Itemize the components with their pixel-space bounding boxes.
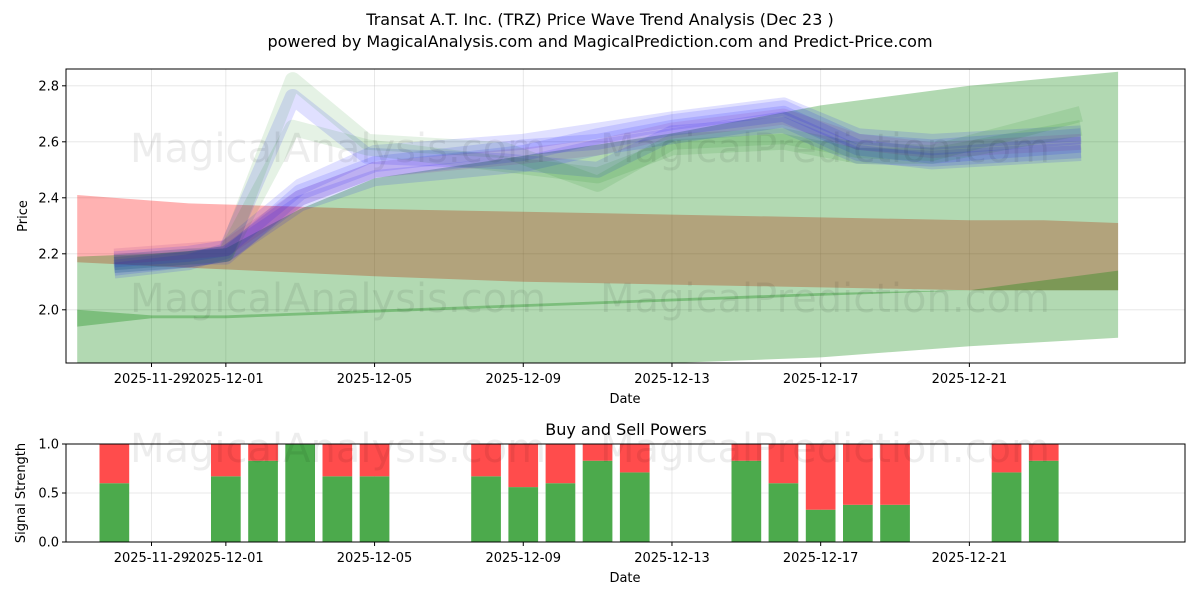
buy-bar — [508, 487, 539, 542]
price-x-tick-label: 2025-12-13 — [634, 372, 710, 387]
price-x-axis-label: Date — [609, 392, 640, 407]
watermark-prediction-top: MagicalPrediction.com — [600, 126, 1050, 172]
sell-bar — [508, 444, 539, 488]
buy-bar — [1028, 460, 1059, 542]
sell-bar — [359, 444, 390, 477]
main-title: Transat A.T. Inc. (TRZ) Price Wave Trend… — [365, 10, 833, 29]
powers-title: Buy and Sell Powers — [545, 420, 707, 439]
watermark-prediction-mid: MagicalPrediction.com — [600, 276, 1050, 322]
buy-bar — [211, 476, 241, 542]
wave-3 — [113, 89, 1082, 279]
price-waves — [113, 72, 1083, 279]
buy-bar — [322, 476, 353, 542]
wave-5 — [113, 111, 1082, 273]
price-y-tick-label: 2.2 — [38, 247, 59, 262]
sell-bar — [731, 444, 762, 461]
powers-x-tick-label: 2025-12-17 — [783, 551, 859, 566]
price-y-ticks: 2.0 2.2 2.4 2.6 2.8 — [38, 79, 66, 318]
buy-sell-powers-chart: MagicalAnalysis.com MagicalPrediction.co… — [14, 426, 1186, 586]
sell-bar — [843, 444, 873, 505]
powers-bars — [99, 444, 1059, 542]
buy-bar — [545, 483, 576, 542]
powers-x-tick-label: 2025-11-29 — [114, 551, 190, 566]
buy-bar — [805, 509, 836, 542]
powers-x-axis-label: Date — [609, 571, 640, 586]
sell-bar — [805, 444, 836, 510]
powers-x-tick-label: 2025-12-01 — [188, 551, 264, 566]
price-x-tick-label: 2025-12-09 — [485, 372, 561, 387]
price-x-tick-label: 2025-12-01 — [188, 372, 264, 387]
buy-bar — [471, 476, 501, 542]
powers-x-tick-label: 2025-12-05 — [337, 551, 413, 566]
powers-watermarks: MagicalAnalysis.com MagicalPrediction.co… — [130, 426, 1050, 472]
wave-8 — [113, 108, 1082, 265]
price-axes-frame — [65, 68, 1186, 364]
buy-bar — [731, 460, 762, 542]
watermark-analysis-mid: MagicalAnalysis.com — [130, 276, 546, 322]
wave-2 — [113, 105, 1082, 271]
buy-bar — [582, 460, 613, 542]
price-x-tick-label: 2025-12-21 — [932, 372, 1008, 387]
powers-x-tick-label: 2025-12-13 — [634, 551, 710, 566]
buy-band-low — [77, 270, 1119, 327]
price-x-tick-label: 2025-12-05 — [337, 372, 413, 387]
sell-bar — [619, 444, 650, 473]
buy-bar — [99, 483, 130, 542]
buy-bar — [843, 504, 873, 542]
price-watermarks: MagicalAnalysis.com MagicalPrediction.co… — [130, 126, 1050, 322]
watermark-analysis-bottom: MagicalAnalysis.com — [130, 426, 546, 472]
wave-4 — [113, 97, 1082, 268]
powers-y-tick-label: 0.0 — [38, 536, 59, 551]
buy-bar — [248, 460, 278, 542]
main-subtitle: powered by MagicalAnalysis.com and Magic… — [267, 32, 932, 51]
sell-bar — [471, 444, 501, 477]
sell-bar — [322, 444, 353, 477]
sell-bar — [1028, 444, 1059, 461]
buy-bar — [768, 483, 799, 542]
powers-y-tick-label: 1.0 — [38, 438, 59, 453]
price-x-tick-label: 2025-11-29 — [114, 372, 190, 387]
price-wave-chart: MagicalAnalysis.com MagicalPrediction.co… — [16, 68, 1186, 407]
sell-bar — [880, 444, 910, 505]
sell-bar — [991, 444, 1022, 473]
powers-y-tick-label: 0.5 — [38, 487, 59, 502]
price-x-tick-label: 2025-12-17 — [783, 372, 859, 387]
sell-bar — [582, 444, 613, 461]
buy-band-wide — [77, 71, 1119, 364]
price-y-tick-label: 2.8 — [38, 79, 59, 94]
powers-y-ticks: 0.0 0.5 1.0 — [38, 438, 66, 551]
wave-6 — [113, 72, 1083, 271]
buy-bar — [619, 472, 650, 542]
price-grid — [66, 69, 1185, 363]
wave-7 — [113, 119, 1083, 273]
powers-x-tick-label: 2025-12-09 — [485, 551, 561, 566]
powers-y-axis-label: Signal Strength — [14, 443, 29, 543]
price-y-tick-label: 2.6 — [38, 135, 59, 150]
sell-bar — [768, 444, 799, 484]
price-y-tick-label: 2.0 — [38, 303, 59, 318]
price-bands — [77, 71, 1119, 364]
sell-bar — [545, 444, 576, 484]
watermark-prediction-bottom: MagicalPrediction.com — [600, 426, 1050, 472]
buy-bar — [991, 472, 1022, 542]
buy-bar — [285, 444, 315, 542]
sell-band — [77, 195, 1119, 291]
buy-bar — [880, 504, 910, 542]
powers-x-tick-label: 2025-12-21 — [932, 551, 1008, 566]
sell-bar — [248, 444, 278, 461]
watermark-analysis-top: MagicalAnalysis.com — [130, 126, 546, 172]
price-y-tick-label: 2.4 — [38, 191, 59, 206]
buy-bar — [359, 476, 390, 542]
price-y-axis-label: Price — [16, 200, 31, 232]
sell-bar — [99, 444, 130, 484]
wave-1 — [113, 100, 1082, 276]
sell-bar — [211, 444, 241, 477]
